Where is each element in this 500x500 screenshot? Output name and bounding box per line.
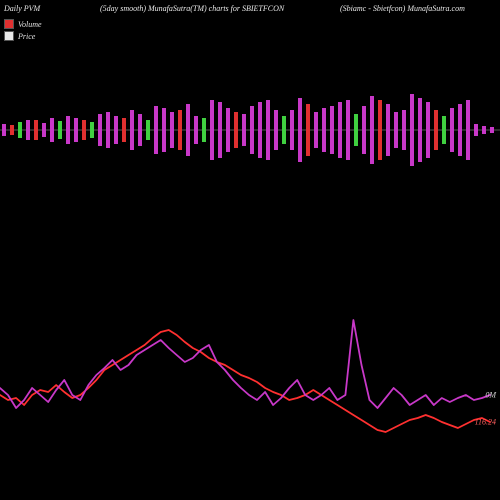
chart-canvas <box>0 0 500 500</box>
end-label-price: 116.24 <box>475 418 496 427</box>
end-label-volume: 0M <box>485 391 496 400</box>
